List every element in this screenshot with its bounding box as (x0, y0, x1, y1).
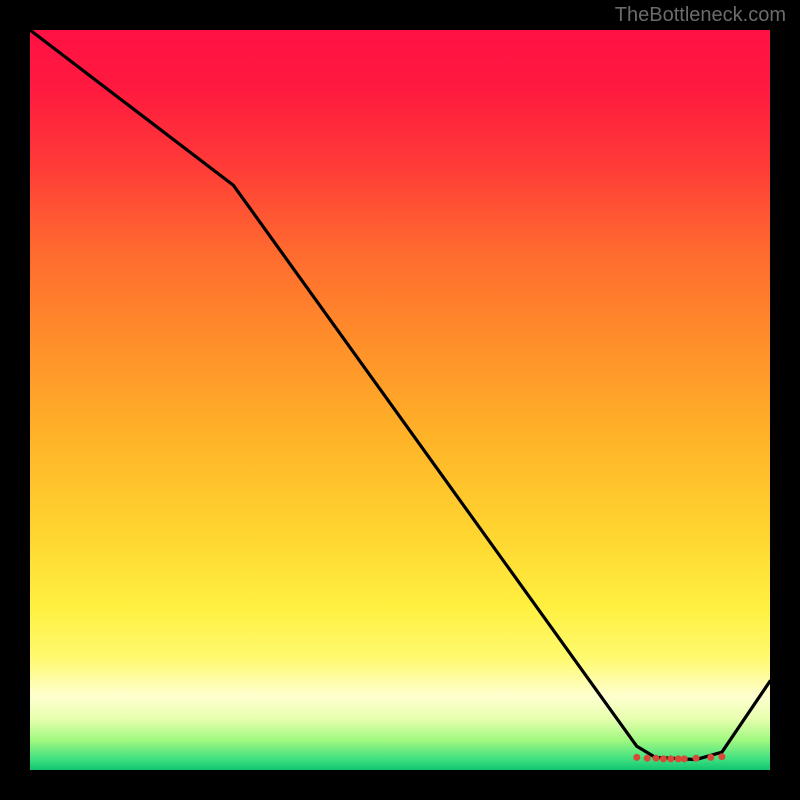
marker-dot (718, 753, 725, 760)
marker-dot (707, 754, 714, 761)
marker-dot (693, 755, 700, 762)
bottleneck-curve (30, 30, 770, 760)
marker-group (633, 753, 725, 762)
attribution-label: TheBottleneck.com (615, 4, 786, 27)
marker-dot (660, 755, 667, 762)
marker-dot (667, 755, 674, 762)
marker-dot (653, 755, 660, 762)
plot-area (30, 30, 770, 770)
marker-dot (633, 754, 640, 761)
marker-dot (675, 755, 682, 762)
marker-dot (681, 755, 688, 762)
marker-dot (644, 755, 651, 762)
chart-container: TheBottleneck.com (0, 0, 800, 800)
line-overlay (30, 30, 770, 770)
